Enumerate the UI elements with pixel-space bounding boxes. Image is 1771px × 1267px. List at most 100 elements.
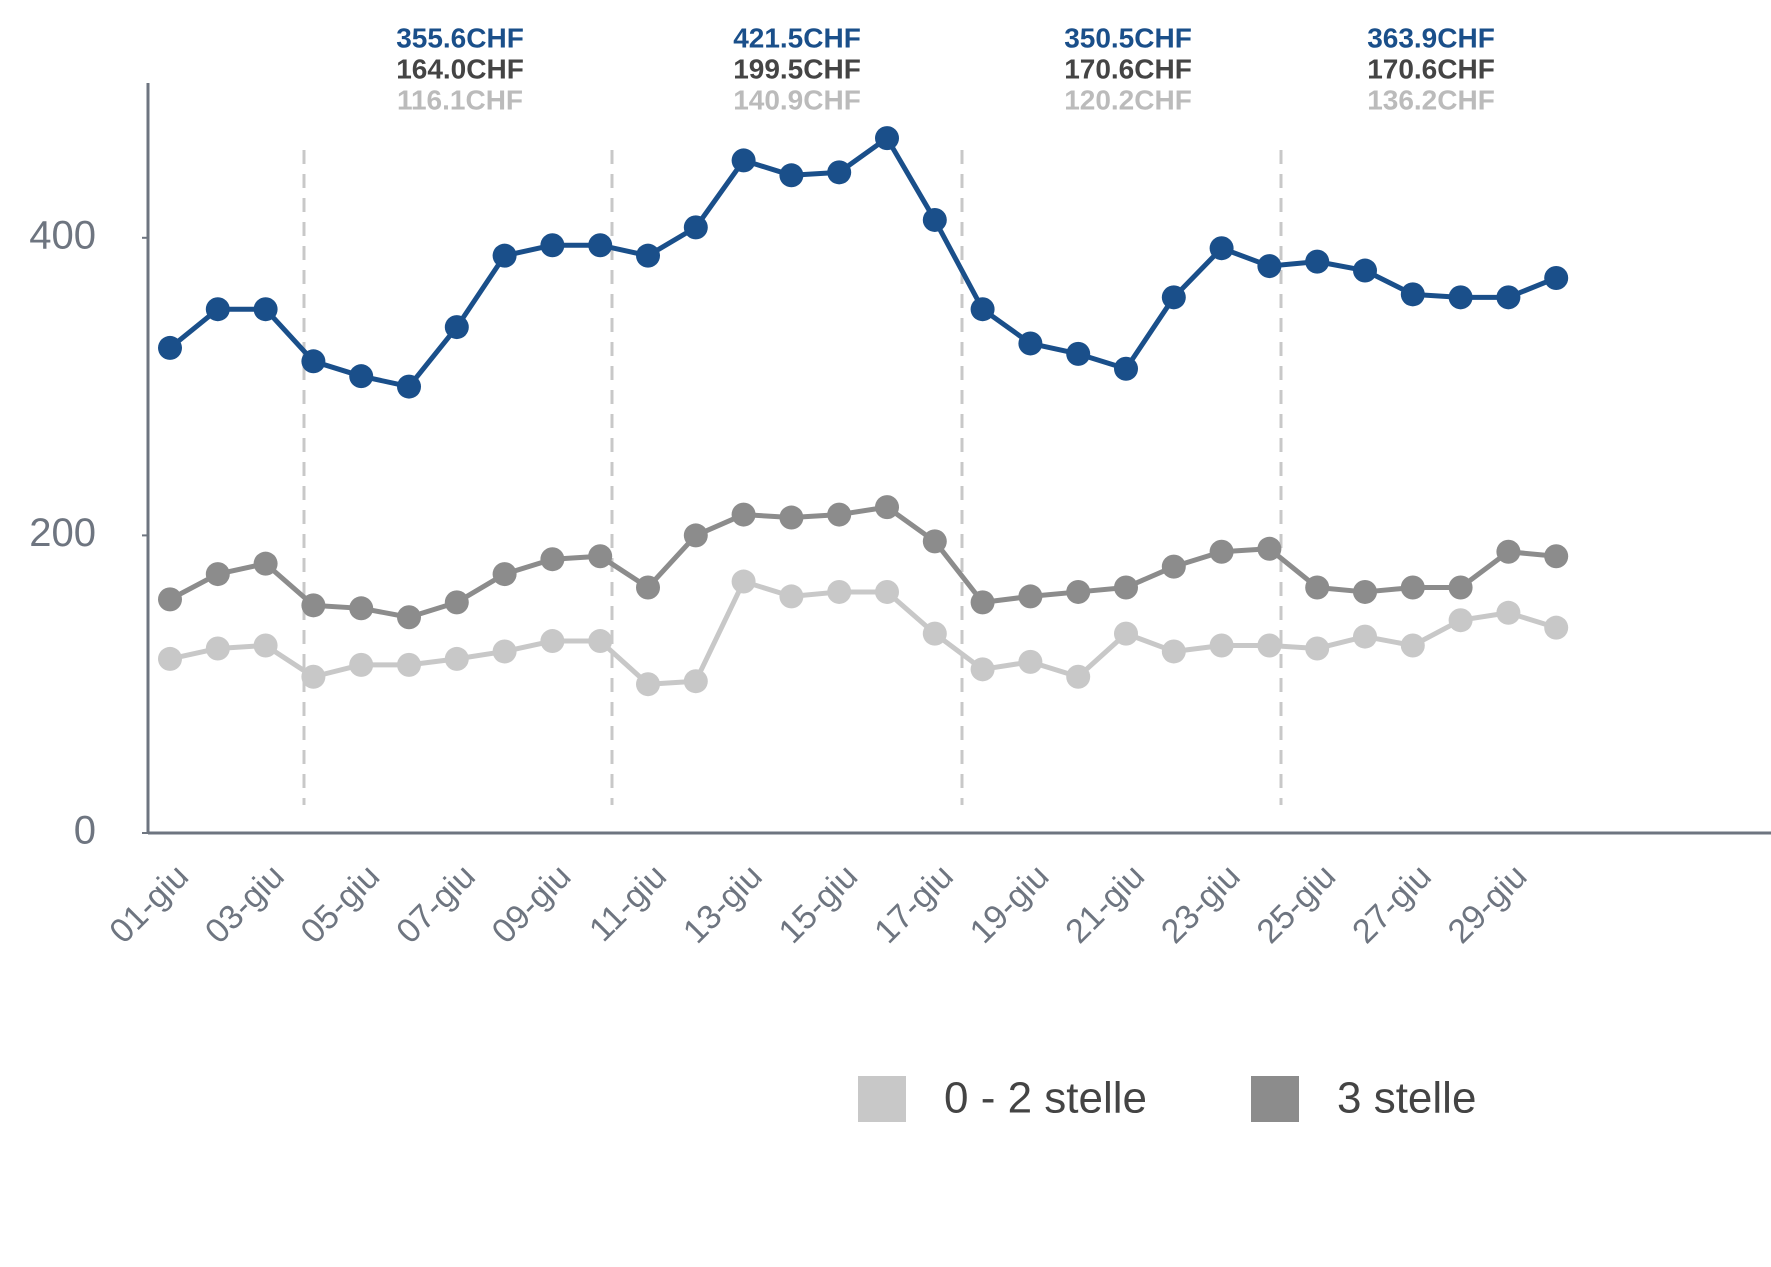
point [779, 505, 804, 530]
point [492, 639, 517, 664]
legend-label: 0 - 2 stelle [944, 1074, 1147, 1123]
y-tick-label: 400 [29, 213, 96, 257]
point [1305, 575, 1330, 600]
annotation: 363.9CHF [1367, 22, 1495, 53]
point [875, 579, 899, 604]
point [444, 646, 469, 671]
y-tick-label: 200 [29, 511, 96, 555]
point [1209, 236, 1234, 261]
point [875, 495, 899, 520]
point [1448, 285, 1473, 310]
point [1544, 544, 1569, 569]
point [158, 335, 182, 360]
point [492, 562, 517, 587]
point [1066, 664, 1091, 689]
annotation: 136.2CHF [1367, 84, 1495, 115]
point [636, 243, 660, 268]
x-tick-label: 23-giu [1154, 857, 1248, 951]
x-tick-label: 09-giu [485, 857, 579, 951]
point [922, 207, 947, 232]
point [827, 579, 852, 604]
line [169, 579, 1557, 687]
point [731, 148, 756, 173]
point [683, 523, 708, 548]
point [1353, 579, 1377, 604]
series [158, 126, 1569, 399]
x-tick-label: 11-giu [582, 857, 674, 949]
point [1114, 356, 1138, 381]
point [1400, 575, 1425, 600]
point [492, 243, 517, 268]
x-tick-label: 01-giu [102, 857, 196, 951]
point [349, 364, 374, 389]
point [444, 590, 469, 615]
point [158, 587, 182, 612]
point [1066, 341, 1091, 366]
point [1161, 285, 1186, 310]
point [1544, 265, 1569, 290]
x-tick-label: 03-giu [198, 857, 292, 951]
point [1353, 624, 1377, 649]
series [158, 569, 1569, 697]
point [588, 544, 613, 569]
point [683, 215, 708, 240]
point [397, 605, 421, 630]
x-tick-label: 15-giu [772, 857, 866, 951]
point [253, 551, 278, 576]
legend-swatch [1251, 1076, 1299, 1122]
week-separators [302, 150, 1283, 805]
annotation: 421.5CHF [733, 22, 861, 53]
point [1400, 282, 1425, 307]
line [168, 504, 1557, 620]
point [636, 672, 660, 697]
point [1400, 633, 1425, 658]
point [1257, 633, 1282, 658]
point [1114, 575, 1138, 600]
point [1544, 615, 1569, 640]
point [1496, 600, 1521, 625]
point [731, 569, 756, 594]
point [1161, 554, 1186, 579]
point [1257, 536, 1282, 561]
point [1209, 633, 1234, 658]
point [1114, 621, 1138, 646]
annotation: 170.6CHF [1064, 53, 1192, 84]
point [1305, 636, 1330, 661]
point [1353, 258, 1377, 283]
annotation: 170.6CHF [1367, 53, 1495, 84]
annotation: 116.1CHF [397, 84, 523, 115]
point [636, 575, 660, 600]
point [970, 657, 995, 682]
point [349, 596, 374, 621]
x-tick-label: 13-giu [676, 857, 770, 951]
point [253, 633, 278, 658]
point [588, 629, 613, 654]
point [875, 126, 899, 151]
point [397, 652, 421, 677]
point [301, 664, 326, 689]
point [205, 636, 230, 661]
point [827, 502, 852, 527]
point [540, 233, 565, 258]
legend-label: 3 stelle [1337, 1074, 1476, 1123]
point [1018, 584, 1043, 609]
point [1257, 254, 1282, 279]
x-tick-label: 07-giu [389, 857, 483, 951]
point [1018, 331, 1043, 356]
point [1018, 649, 1043, 674]
point [1496, 285, 1521, 310]
point [683, 669, 708, 694]
line [168, 135, 1558, 390]
point [444, 315, 469, 340]
series [158, 495, 1569, 630]
point [970, 590, 995, 615]
point [540, 547, 565, 572]
x-tick-label: 25-giu [1250, 857, 1344, 951]
point [731, 502, 756, 527]
legend-swatch [858, 1076, 906, 1122]
point [922, 621, 947, 646]
x-tick-label: 05-giu [294, 857, 388, 951]
point [1496, 539, 1521, 564]
point [349, 652, 374, 677]
